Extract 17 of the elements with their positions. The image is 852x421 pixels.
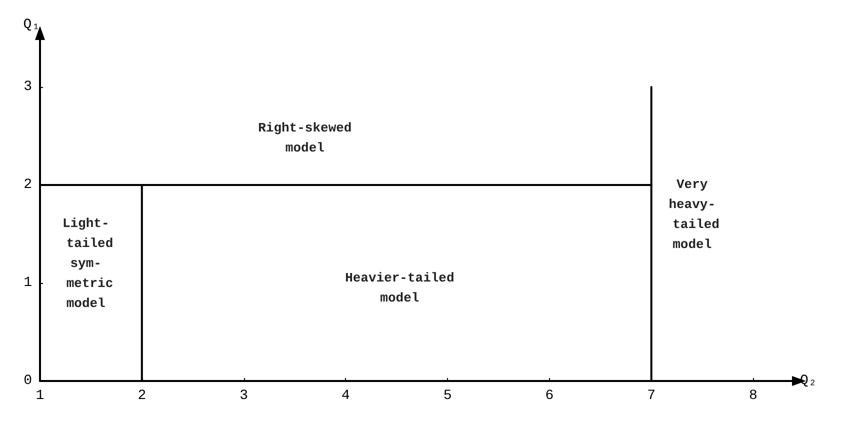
annotation: Right-skewed model (258, 120, 352, 156)
y-tick-label: 0 (24, 373, 32, 389)
x-tick-label: 7 (647, 388, 656, 404)
x-tick-label: 5 (443, 388, 452, 404)
x-tick-label: 6 (545, 388, 554, 404)
x-tick-label: 1 (36, 388, 44, 404)
annotation: Heavier-tailed model (345, 270, 454, 306)
y-axis-title: Q₁ (23, 17, 40, 33)
x-tick-label: 8 (749, 388, 758, 404)
y-tick-label: 2 (24, 177, 32, 193)
y-tick-label: 1 (24, 275, 32, 291)
x-tick-label: 4 (341, 388, 350, 404)
x-tick-label: 2 (138, 388, 146, 404)
annotation: Light- tailed sym- metric model (58, 216, 114, 311)
annotation: Very heavy- tailed model (664, 176, 720, 252)
y-tick-label: 3 (24, 79, 32, 95)
x-tick-label: 3 (240, 388, 248, 404)
